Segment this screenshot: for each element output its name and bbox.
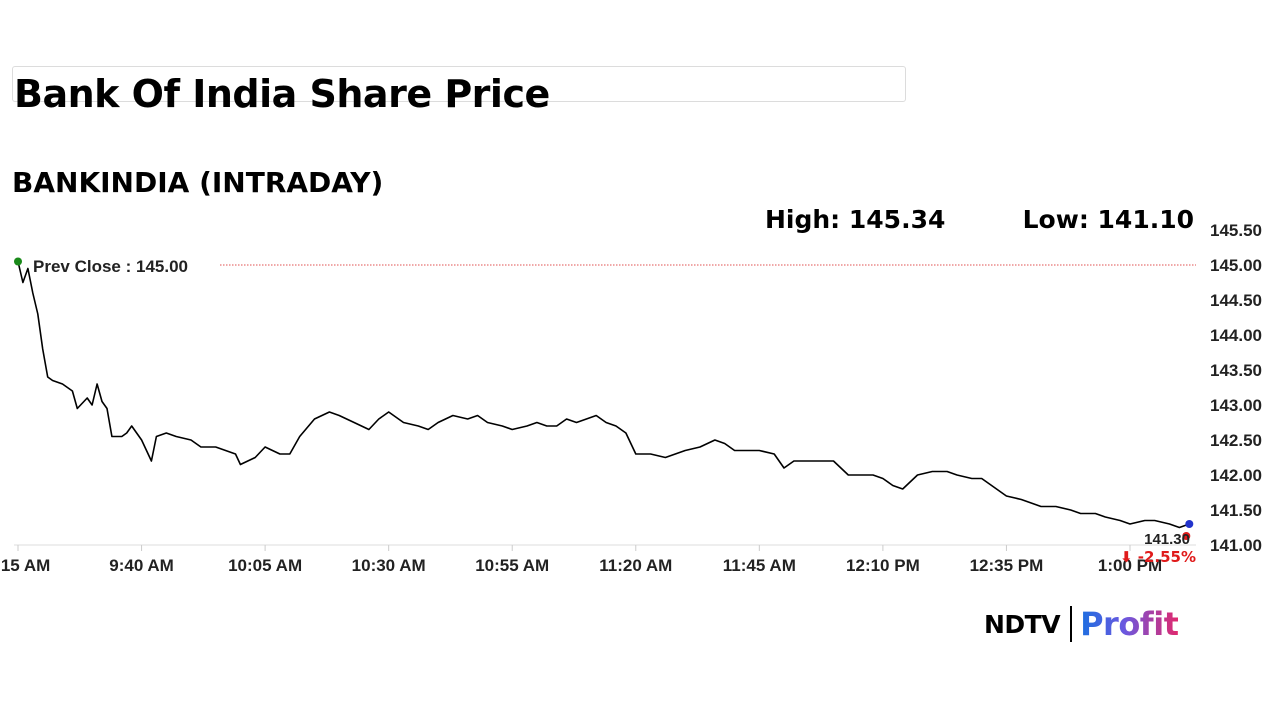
ndtv-wordmark: NDTV xyxy=(984,609,1061,639)
x-tick-label: 10:55 AM xyxy=(475,556,549,575)
price-line xyxy=(17,261,1190,529)
x-tick-label: 11:45 AM xyxy=(723,556,796,575)
y-tick-label: 142.50 xyxy=(1210,431,1262,450)
chart-title: BANKINDIA (INTRADAY) xyxy=(12,166,384,199)
start-marker xyxy=(14,257,22,266)
y-tick-label: 145.00 xyxy=(1210,256,1262,275)
low-label: Low: 141.10 xyxy=(1022,205,1194,234)
change-label: ⬇ -2.55% xyxy=(1120,548,1196,566)
x-tick-label: 9:40 AM xyxy=(109,556,174,575)
page-title: Bank Of India Share Price xyxy=(14,72,550,116)
y-tick-label: 144.00 xyxy=(1210,326,1262,345)
logo-divider xyxy=(1070,606,1073,642)
y-tick-label: 142.00 xyxy=(1210,466,1262,485)
x-tick-label: 12:35 PM xyxy=(970,556,1044,575)
x-tick-label: 11:20 AM xyxy=(599,556,672,575)
x-tick-label: 9:15 AM xyxy=(0,556,50,575)
end-marker xyxy=(1185,520,1194,528)
y-tick-label: 144.50 xyxy=(1210,291,1262,310)
y-tick-label: 143.00 xyxy=(1210,396,1262,415)
y-tick-label: 143.50 xyxy=(1210,361,1262,380)
high-label: High: 145.34 xyxy=(765,205,946,234)
prev-close-label: Prev Close : 145.00 xyxy=(33,257,188,276)
x-tick-label: 10:30 AM xyxy=(352,556,426,575)
x-tick-label: 1:00 PM xyxy=(1098,556,1162,575)
chart-marks: Prev Close : 145.00 141.30⬇ -2.55% xyxy=(14,257,1196,566)
x-tick-label: 12:10 PM xyxy=(846,556,920,575)
y-tick-label: 141.50 xyxy=(1210,501,1262,520)
y-tick-label: 145.50 xyxy=(1210,221,1262,240)
y-tick-label: 141.00 xyxy=(1210,536,1262,555)
last-price-label: 141.30 xyxy=(1144,531,1190,548)
x-tick-label: 10:05 AM xyxy=(228,556,302,575)
x-axis: 9:15 AM 9:40 AM 10:05 AM 10:30 AM 10:55 AM 11… xyxy=(0,544,1196,575)
change-marker xyxy=(1182,532,1191,540)
title-box xyxy=(12,66,906,102)
profit-wordmark: Profit xyxy=(1080,605,1179,643)
ndtv-profit-logo: NDTV Profit xyxy=(984,602,1179,646)
y-axis: 145.50 145.00 144.50 144.00 143.50 143.00 142.… xyxy=(1210,221,1262,555)
